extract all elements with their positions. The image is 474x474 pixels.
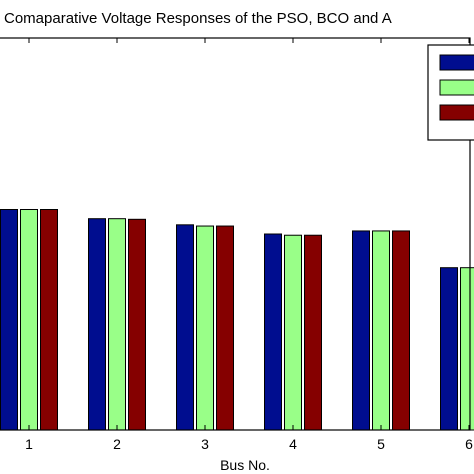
bar-bus-2-series-1 [88, 218, 106, 431]
bar-bus-4-series-3 [304, 234, 322, 431]
bar-bus-4-series-1 [264, 233, 282, 431]
plot-frame [0, 37, 471, 431]
x-tick-label: 4 [289, 436, 297, 452]
bar-bus-1-series-1 [0, 209, 18, 431]
bar-bus-6-series-2 [460, 267, 474, 431]
bar-bus-2-series-3 [128, 218, 146, 431]
axes-group [0, 37, 471, 431]
x-tick-label: 1 [25, 436, 33, 452]
bar-bus-6-series-1 [440, 267, 458, 431]
bar-bus-2-series-2 [108, 218, 126, 431]
bar-bus-4-series-2 [284, 234, 302, 431]
legend [427, 44, 474, 141]
legend-swatch-series-2 [439, 79, 474, 96]
bars-group [0, 209, 474, 431]
bar-bus-1-series-3 [40, 209, 58, 431]
legend-swatch-series-1 [439, 54, 474, 71]
x-tick-label: 5 [377, 436, 385, 452]
bar-bus-3-series-1 [176, 224, 194, 431]
bar-bus-5-series-3 [392, 230, 410, 431]
bar-bus-3-series-3 [216, 225, 234, 431]
bar-bus-5-series-1 [352, 230, 370, 431]
chart-title: Comaparative Voltage Responses of the PS… [4, 10, 392, 27]
x-tick-label: 2 [113, 436, 121, 452]
bar-bus-3-series-2 [196, 225, 214, 431]
x-tick-labels: 1 2 3 4 5 6 [25, 436, 473, 452]
bar-bus-1-series-2 [20, 209, 38, 431]
x-tick-label: 3 [201, 436, 209, 452]
legend-swatch-series-3 [439, 104, 474, 121]
bar-bus-5-series-2 [372, 230, 390, 431]
x-tick-label: 6 [465, 436, 473, 452]
x-axis-label: Bus No. [220, 457, 270, 473]
